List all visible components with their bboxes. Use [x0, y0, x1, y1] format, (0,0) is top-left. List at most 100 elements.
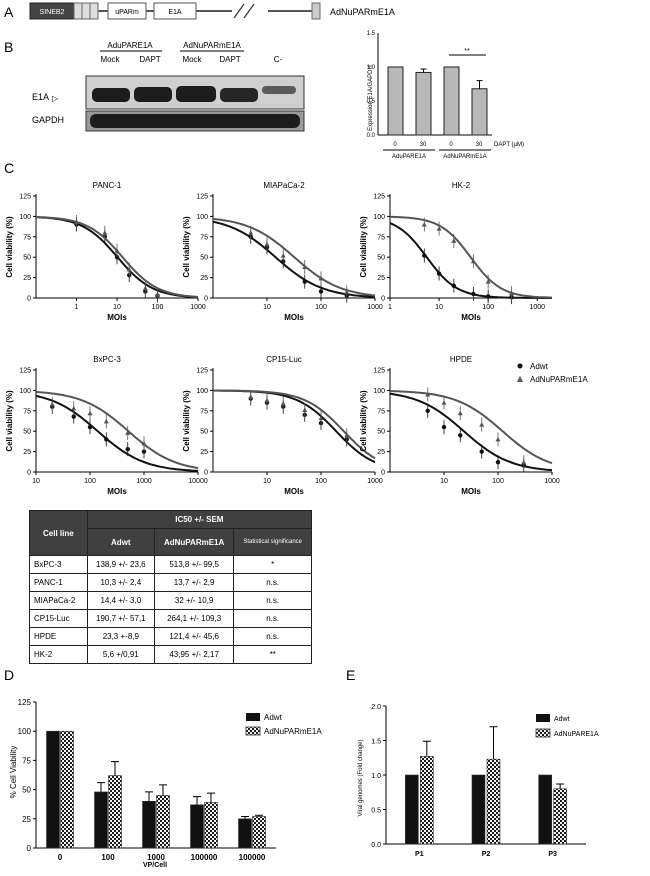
b-bar-1 — [387, 66, 404, 136]
uparm-segment — [107, 2, 147, 20]
b-bar-3 — [443, 66, 460, 136]
table-cell: MIAPaCa-2 — [29, 591, 88, 610]
legend-marker-adnupar — [517, 376, 523, 382]
c-ytick-label: 125 — [373, 368, 385, 375]
b-group-2: AdNuPARmE1A — [443, 154, 486, 160]
c-xlabel: MOIs — [284, 313, 304, 322]
c-point-adnupar — [318, 415, 324, 421]
c-point-adnupar — [495, 436, 501, 442]
d-legend-adwt: Adwt — [264, 713, 283, 722]
c-point-adnupar — [248, 394, 254, 399]
bar-adnupar — [420, 756, 434, 845]
c-point-adnupar — [344, 289, 350, 295]
bar-errbar — [159, 784, 167, 796]
c-point-adnupar — [155, 292, 160, 297]
c-point-adnupar — [421, 222, 427, 227]
bar-errbar — [422, 740, 431, 757]
c-point-adnupar — [74, 219, 79, 225]
b-significance: ** — [464, 48, 470, 55]
c-legend-adwt: Adwt — [530, 362, 549, 371]
c-curve-adnupar — [212, 217, 376, 297]
c-xtick-label: 1000 — [367, 478, 383, 485]
b-xtick-2: 30 — [420, 142, 427, 148]
lane-label-1: Mock — [100, 55, 120, 64]
table-cell: * — [233, 555, 312, 574]
d-ylabel: % Cell Viability — [9, 746, 18, 799]
c-point-adnupar — [49, 401, 55, 407]
c-point-adnupar — [485, 279, 491, 284]
c-ytick-label: 0 — [204, 296, 208, 303]
c-ylabel: Cell viability (%) — [5, 390, 14, 452]
c-curve-adnupar — [213, 389, 376, 460]
table-cell: 138,9 +/- 23,6 — [86, 555, 155, 574]
bar-errbar — [207, 792, 215, 803]
c-panel-title: BxPC-3 — [93, 355, 121, 364]
c-panel-title: HK-2 — [452, 181, 471, 190]
table-cell: 43,95 +/- 2,17 — [153, 645, 235, 664]
b-xlabel: DAPT (µM) — [494, 142, 524, 148]
c-point-adwt — [104, 437, 109, 442]
table-cell: 13,7 +/- 2,9 — [153, 573, 235, 592]
c-xtick-label: 10 — [263, 304, 271, 311]
c-ytick-label: 75 — [377, 234, 385, 241]
c-ylabel: Cell viability (%) — [359, 390, 368, 452]
c-point-adnupar — [318, 275, 324, 281]
b-xtick-4: 30 — [476, 142, 483, 148]
c-point-adnupar — [425, 391, 431, 397]
lane-label-4: DAPT — [219, 55, 240, 64]
c-xtick-label: 100 — [315, 304, 327, 311]
ic50-table: Cell line IC50 +/- SEM Adwt AdNuPARmE1A … — [29, 510, 313, 664]
bar-category-label: 100 — [101, 853, 115, 862]
c-point-adwt — [302, 279, 307, 284]
c-ytick-label: 50 — [23, 255, 31, 262]
c-xtick-label: 10 — [113, 304, 121, 311]
c-curve-adnupar — [389, 215, 553, 299]
bar-adnupar — [252, 816, 266, 849]
e-ylabel: Viral genomes (Fold change) — [358, 740, 364, 817]
c-ytick-label: 125 — [373, 194, 385, 201]
c-panel-title: MIAPaCa-2 — [263, 181, 305, 190]
b-ylabel: Expression E1A/GAPDH — [368, 65, 374, 131]
legend-marker-adwt — [517, 363, 523, 369]
c-xlabel: MOIs — [284, 487, 304, 496]
b-xtick-3: 0 — [449, 142, 453, 148]
ic50-col-adnupar: AdNuPARmE1A — [153, 528, 235, 556]
c-ytick-label: 75 — [23, 408, 31, 415]
bar-adwt — [471, 774, 486, 845]
e-legend-swatch-adwt — [536, 714, 550, 722]
c-ytick-label: 25 — [377, 449, 385, 456]
b-bar-4 — [471, 88, 488, 136]
c-point-adwt — [318, 289, 324, 294]
c-point-adnupar — [302, 407, 308, 412]
bar-errbar — [145, 791, 153, 802]
lane-label-3: Mock — [182, 55, 202, 64]
b-group-1: AduPARE1A — [392, 154, 426, 160]
c-point-adwt — [485, 294, 491, 299]
c-ytick-label: 25 — [23, 275, 31, 282]
c-ytick-label: 25 — [200, 275, 208, 282]
c-panel-3: HK-2 0 25 50 75 100 125 1 10 100 1000 MOIs Cell viab… — [359, 181, 553, 322]
c-point-adwt — [141, 449, 147, 454]
c-point-adwt — [87, 424, 93, 430]
bar-adwt — [405, 774, 419, 845]
table-cell: n.s. — [233, 573, 312, 592]
c-point-adwt — [422, 253, 427, 258]
bar-errbar — [193, 796, 201, 805]
bar-adnupar — [486, 758, 501, 845]
blot-arrow: ▷ — [52, 94, 59, 103]
panel-letter-b: B — [4, 39, 13, 55]
c-point-adwt — [451, 283, 457, 288]
table-cell: n.s. — [233, 627, 312, 646]
b-ytick-3: 1.5 — [367, 31, 376, 37]
c-ytick-label: 100 — [196, 388, 208, 395]
bar-ytick-label: 50 — [22, 786, 31, 795]
c-ytick-label: 75 — [200, 408, 208, 415]
c-curve-adnupar — [35, 391, 199, 469]
bar-errbar — [489, 726, 498, 760]
table-row: HK-2 5,6 +/0,91 43,95 +/- 2,17 ** — [29, 645, 312, 664]
c-point-adwt — [425, 408, 430, 413]
c-xtick-label: 1000 — [190, 304, 206, 311]
cell-viability-bar-chart: % Cell Viability VP/Cell Adwt AdNuPARmE1… — [9, 698, 322, 869]
c-xtick-label: 1000 — [529, 304, 545, 311]
